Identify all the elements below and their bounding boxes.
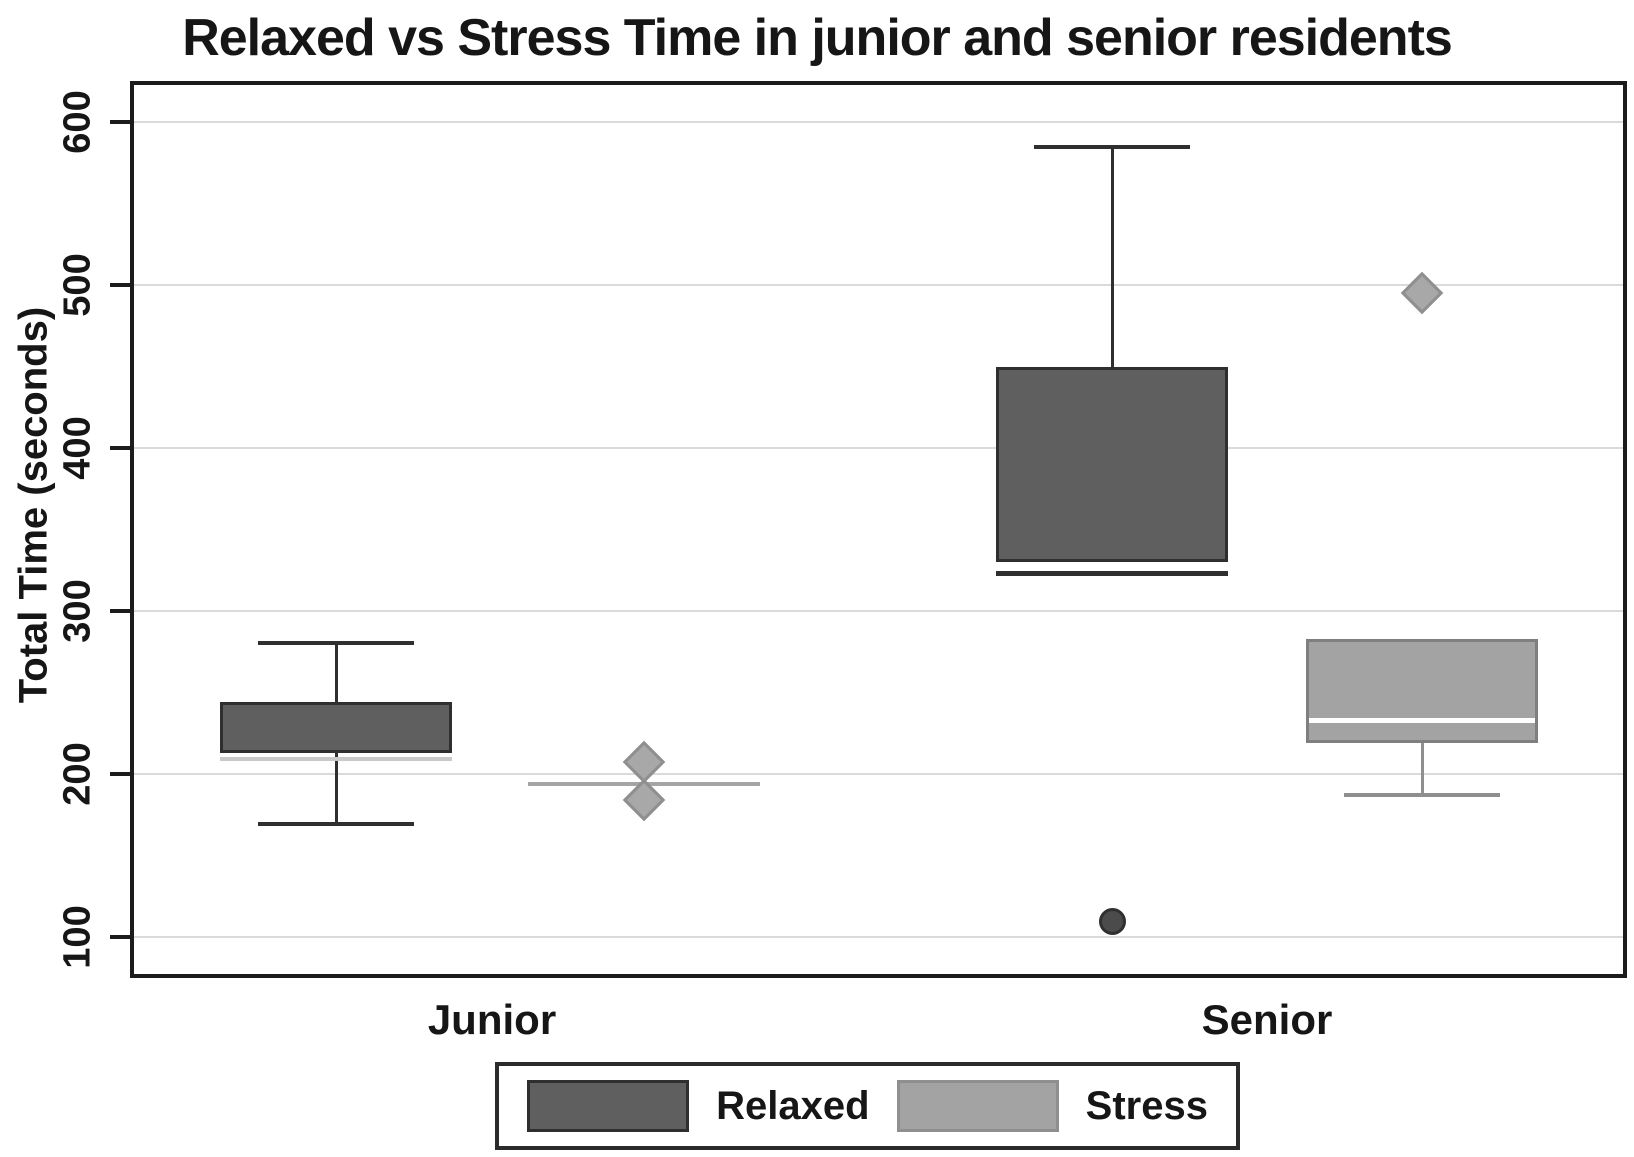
y-tick-label: 300 <box>56 579 99 643</box>
box-senior-stress <box>1306 638 1538 743</box>
whisker-cap-upper-junior-relaxed <box>258 641 414 646</box>
y-axis-title: Total Time (seconds) <box>11 306 56 704</box>
y-tick-label: 500 <box>56 253 99 317</box>
whisker-cap-lower-junior-relaxed <box>258 822 414 827</box>
plot-frame <box>130 81 1627 978</box>
legend-label-stress: Stress <box>1085 1083 1208 1128</box>
y-tick-mark <box>110 120 130 125</box>
whisker-stem-lower-junior-relaxed <box>334 752 338 825</box>
y-tick-label: 400 <box>56 416 99 480</box>
y-tick-label: 200 <box>56 742 99 806</box>
median-junior-relaxed <box>220 757 452 762</box>
median-senior-stress <box>1309 717 1535 723</box>
y-tick-mark <box>110 283 130 288</box>
legend-swatch-stress <box>896 1080 1059 1132</box>
y-tick-mark <box>110 771 130 776</box>
box-junior-relaxed <box>220 702 452 753</box>
outlier-circle-senior-relaxed-0 <box>1098 908 1126 936</box>
whisker-stem-upper-senior-relaxed <box>1110 146 1114 367</box>
box-senior-relaxed <box>996 366 1228 563</box>
legend-swatch-relaxed <box>527 1080 689 1132</box>
legend: Relaxed Stress <box>495 1062 1240 1150</box>
x-label-senior: Senior <box>1201 996 1333 1043</box>
whisker-cap-lower-senior-stress <box>1344 792 1500 797</box>
plot-canvas <box>134 85 1623 974</box>
gridline <box>134 935 1623 938</box>
gridline <box>134 447 1623 450</box>
legend-label-relaxed: Relaxed <box>716 1083 870 1128</box>
y-tick-label: 600 <box>56 90 99 155</box>
x-label-junior: Junior <box>427 996 557 1043</box>
y-tick-label: 100 <box>56 904 99 969</box>
outlier-diamond-senior-stress-0 <box>1400 272 1444 315</box>
median-senior-relaxed <box>996 570 1228 576</box>
outlier-diamond-junior-stress-0 <box>622 741 666 784</box>
y-tick-mark <box>110 446 130 451</box>
chart-title: Relaxed vs Stress Time in junior and sen… <box>182 9 1453 67</box>
gridline <box>134 121 1623 124</box>
whisker-stem-lower-senior-stress <box>1420 742 1424 795</box>
y-tick-mark <box>110 608 130 613</box>
whisker-stem-upper-junior-relaxed <box>334 643 338 703</box>
gridline <box>134 284 1623 287</box>
gridline <box>134 609 1623 612</box>
whisker-cap-upper-senior-relaxed <box>1034 144 1190 149</box>
gridline <box>134 772 1623 775</box>
y-tick-mark <box>110 934 130 939</box>
